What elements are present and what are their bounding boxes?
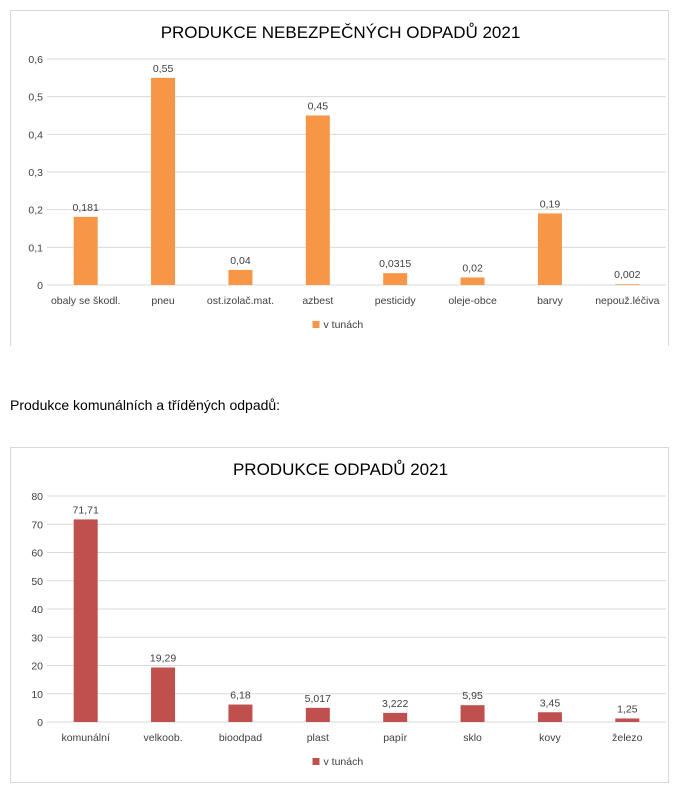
data-label: 0,45 (308, 101, 329, 113)
bar (151, 667, 176, 722)
waste-production-chart-svg: PRODUKCE ODPADŮ 2021 0 10 20 30 40 50 60 70 80 71,… (31, 460, 666, 768)
data-label: 71,71 (73, 504, 99, 516)
bar (460, 277, 485, 285)
data-label: 0,02 (462, 262, 483, 274)
data-label: 0,181 (73, 202, 99, 214)
category-label: papír (383, 732, 407, 744)
data-label: 0,19 (540, 198, 561, 210)
bar (460, 705, 485, 722)
data-label: 1,25 (617, 703, 638, 715)
category-label: sklo (463, 732, 482, 744)
y-tick-label: 0,5 (28, 92, 43, 104)
category-label: nepouž.léčiva (595, 295, 659, 307)
bar (305, 115, 330, 285)
y-tick-label: 0,4 (28, 129, 43, 141)
data-label: 0,04 (230, 255, 251, 267)
y-tick-label: 20 (31, 661, 43, 673)
y-tick-label: 0,6 (28, 54, 43, 66)
bar (537, 213, 562, 285)
category-label: oleje-obce (448, 295, 497, 307)
legend-swatch (312, 758, 320, 765)
legend-label: v tunách (324, 756, 364, 768)
bar (615, 284, 640, 285)
chart-title: PRODUKCE NEBEZPEČNÝCH ODPADŮ 2021 (161, 23, 521, 42)
category-label: pesticidy (375, 295, 417, 307)
y-tick-label: 0,2 (28, 205, 43, 217)
category-label: železo (612, 732, 643, 744)
waste-production-chart: PRODUKCE ODPADŮ 2021 0 10 20 30 40 50 60 70 80 71,… (10, 447, 669, 783)
y-tick-label: 50 (31, 576, 43, 588)
bar (383, 712, 408, 722)
data-label: 5,017 (305, 693, 331, 705)
y-tick-label: 10 (31, 689, 43, 701)
y-tick-label: 0 (37, 280, 43, 292)
bar (73, 216, 98, 285)
data-label: 0,55 (153, 63, 174, 75)
y-tick-label: 80 (31, 491, 43, 503)
category-label: pneu (151, 295, 175, 307)
section-caption: Produkce komunálních a tříděných odpadů: (10, 397, 281, 413)
y-tick-label: 30 (31, 632, 43, 644)
category-label: barvy (537, 295, 563, 307)
data-label: 19,29 (150, 653, 176, 665)
chart-title: PRODUKCE ODPADŮ 2021 (233, 460, 448, 479)
legend-swatch (312, 321, 320, 328)
category-label: bioodpad (219, 732, 262, 744)
hazardous-waste-chart: PRODUKCE NEBEZPEČNÝCH ODPADŮ 2021 0 0,1 0,2… (10, 10, 669, 346)
bar (151, 77, 176, 285)
data-label: 6,18 (230, 690, 251, 702)
bar (73, 519, 98, 722)
category-label: komunální (61, 732, 110, 744)
category-label: velkoob. (144, 732, 183, 744)
category-label: azbest (302, 295, 333, 307)
bar (537, 712, 562, 722)
legend-label: v tunách (324, 319, 364, 331)
y-tick-label: 0 (37, 717, 43, 729)
bar (228, 269, 253, 285)
data-label: 5,95 (462, 690, 483, 702)
data-label: 0,002 (614, 269, 640, 281)
data-label: 3,45 (540, 697, 561, 709)
category-label: ost.izolač.mat. (207, 295, 274, 307)
bar (383, 273, 408, 285)
category-label: obaly se škodl. (51, 295, 120, 307)
bar (228, 704, 253, 722)
y-tick-label: 0,3 (28, 167, 43, 179)
y-tick-label: 0,1 (28, 242, 43, 254)
hazardous-waste-chart-svg: PRODUKCE NEBEZPEČNÝCH ODPADŮ 2021 0 0,1 0,2… (28, 23, 666, 331)
data-label: 0,0315 (379, 258, 411, 270)
category-label: plast (307, 732, 329, 744)
bar (615, 718, 640, 722)
y-tick-label: 40 (31, 604, 43, 616)
data-label: 3,222 (382, 698, 408, 710)
bar (305, 707, 330, 722)
y-tick-label: 70 (31, 519, 43, 531)
y-tick-label: 60 (31, 548, 43, 560)
category-label: kovy (539, 732, 561, 744)
